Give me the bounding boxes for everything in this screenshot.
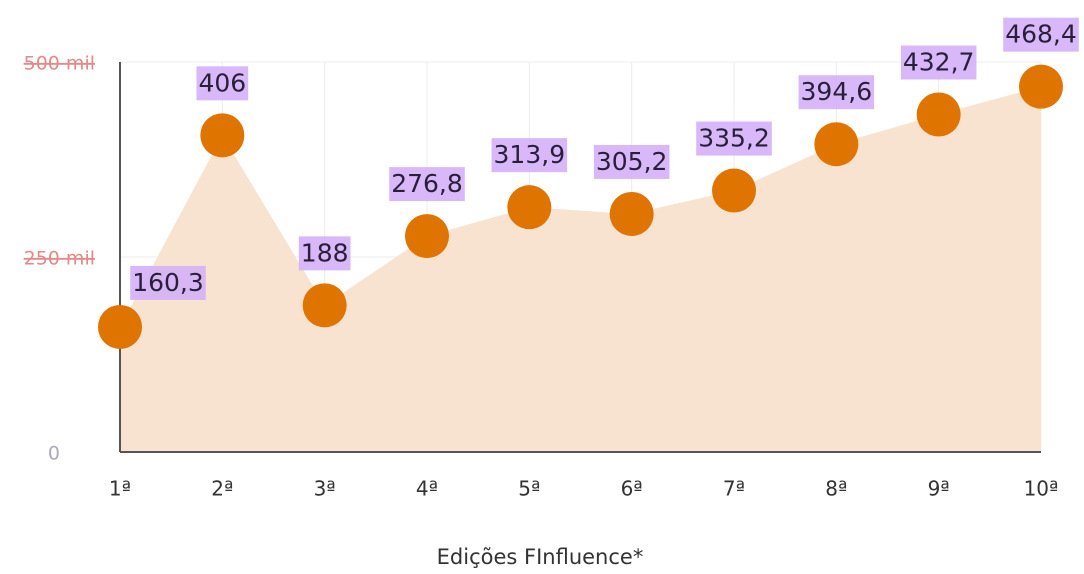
x-tick-label: 6ª	[621, 477, 643, 501]
value-label: 406	[198, 68, 246, 97]
x-tick-label: 8ª	[825, 477, 847, 501]
point	[712, 168, 756, 213]
x-tick-label: 4ª	[416, 477, 438, 501]
area	[120, 86, 1041, 452]
y-tick-label: 250 mil	[24, 248, 95, 270]
value-label-bg	[130, 265, 206, 300]
value-label-bg	[593, 144, 670, 179]
value-label: 394,6	[801, 77, 873, 106]
point	[609, 191, 654, 236]
y-tick-label: 0	[48, 443, 60, 465]
x-tick-label: 3ª	[314, 477, 336, 501]
x-axis-title: Edições FInfluence*	[437, 545, 644, 569]
point	[405, 214, 449, 259]
value-label: 335,2	[698, 124, 770, 153]
value-label-bg	[196, 66, 249, 101]
value-label: 313,9	[494, 140, 566, 169]
point	[200, 113, 245, 158]
value-label: 432,7	[903, 47, 975, 76]
value-label-bg	[696, 121, 772, 156]
x-tick-label: 10ª	[1024, 477, 1059, 501]
point	[814, 122, 859, 167]
value-label-bg	[491, 138, 568, 173]
value-label-bg	[900, 45, 977, 80]
value-label-bg	[798, 75, 875, 110]
point	[302, 283, 347, 328]
value-label: 305,2	[596, 147, 668, 176]
x-tick-label: 2ª	[211, 477, 233, 501]
value-label: 276,8	[391, 169, 463, 198]
value-label-bg	[298, 236, 351, 271]
value-label: 160,3	[132, 268, 204, 297]
value-label-bg	[389, 167, 465, 202]
y-tick-label: 500 mil	[24, 53, 95, 75]
x-tick-label: 9ª	[928, 477, 950, 501]
value-label: 188	[301, 238, 349, 267]
value-label: 468,4	[1005, 20, 1077, 49]
point	[916, 92, 961, 137]
x-tick-label: 7ª	[723, 477, 745, 501]
point	[507, 185, 552, 230]
point	[98, 304, 142, 349]
point	[1019, 64, 1063, 109]
x-tick-label: 1ª	[109, 477, 131, 501]
x-tick-label: 5ª	[518, 477, 540, 501]
value-label-bg	[1003, 17, 1079, 52]
